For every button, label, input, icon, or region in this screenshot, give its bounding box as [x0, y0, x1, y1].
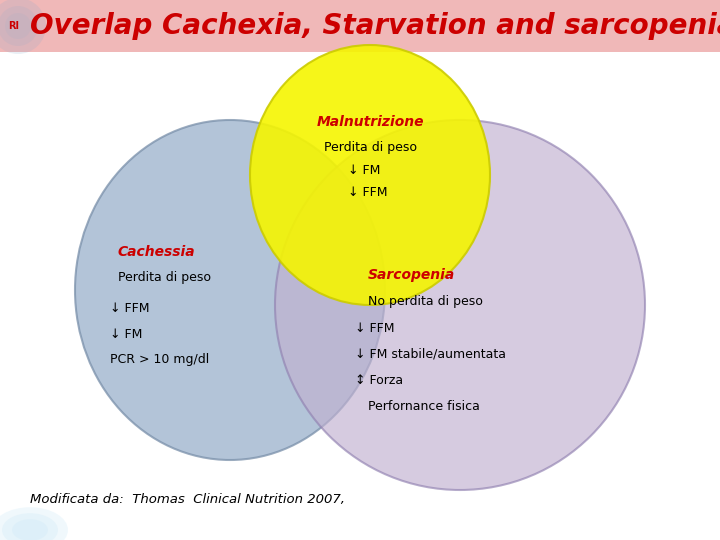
Text: ↓ FM: ↓ FM — [110, 327, 143, 341]
Text: Malnutrizione: Malnutrizione — [316, 115, 424, 129]
Text: Perdita di peso: Perdita di peso — [118, 272, 211, 285]
Text: PCR > 10 mg/dl: PCR > 10 mg/dl — [110, 354, 210, 367]
Text: ↓ FM stabile/aumentata: ↓ FM stabile/aumentata — [355, 348, 506, 361]
Text: Cachessia: Cachessia — [118, 245, 196, 259]
Text: Perfornance fisica: Perfornance fisica — [368, 400, 480, 413]
Ellipse shape — [0, 0, 46, 54]
Text: ↕ Forza: ↕ Forza — [355, 374, 403, 387]
Ellipse shape — [0, 6, 38, 46]
Text: No perdita di peso: No perdita di peso — [368, 295, 483, 308]
Text: Sarcopenia: Sarcopenia — [368, 268, 455, 282]
Text: ↓ FFM: ↓ FFM — [110, 301, 150, 314]
Text: Modificata da:  Thomas  Clinical Nutrition 2007,: Modificata da: Thomas Clinical Nutrition… — [30, 494, 345, 507]
Ellipse shape — [75, 120, 385, 460]
Ellipse shape — [2, 513, 58, 540]
Text: ↓ FM: ↓ FM — [348, 164, 380, 177]
Ellipse shape — [0, 507, 68, 540]
FancyBboxPatch shape — [0, 0, 720, 52]
Text: ↓ FFM: ↓ FFM — [348, 186, 387, 199]
Ellipse shape — [250, 45, 490, 305]
Text: ↓ FFM: ↓ FFM — [355, 321, 395, 334]
Ellipse shape — [275, 120, 645, 490]
Text: RI: RI — [8, 21, 19, 31]
Text: Overlap Cachexia, Starvation and sarcopenia: Overlap Cachexia, Starvation and sarcope… — [30, 12, 720, 40]
Ellipse shape — [12, 519, 48, 540]
Ellipse shape — [5, 13, 31, 39]
Text: Perdita di peso: Perdita di peso — [323, 141, 416, 154]
